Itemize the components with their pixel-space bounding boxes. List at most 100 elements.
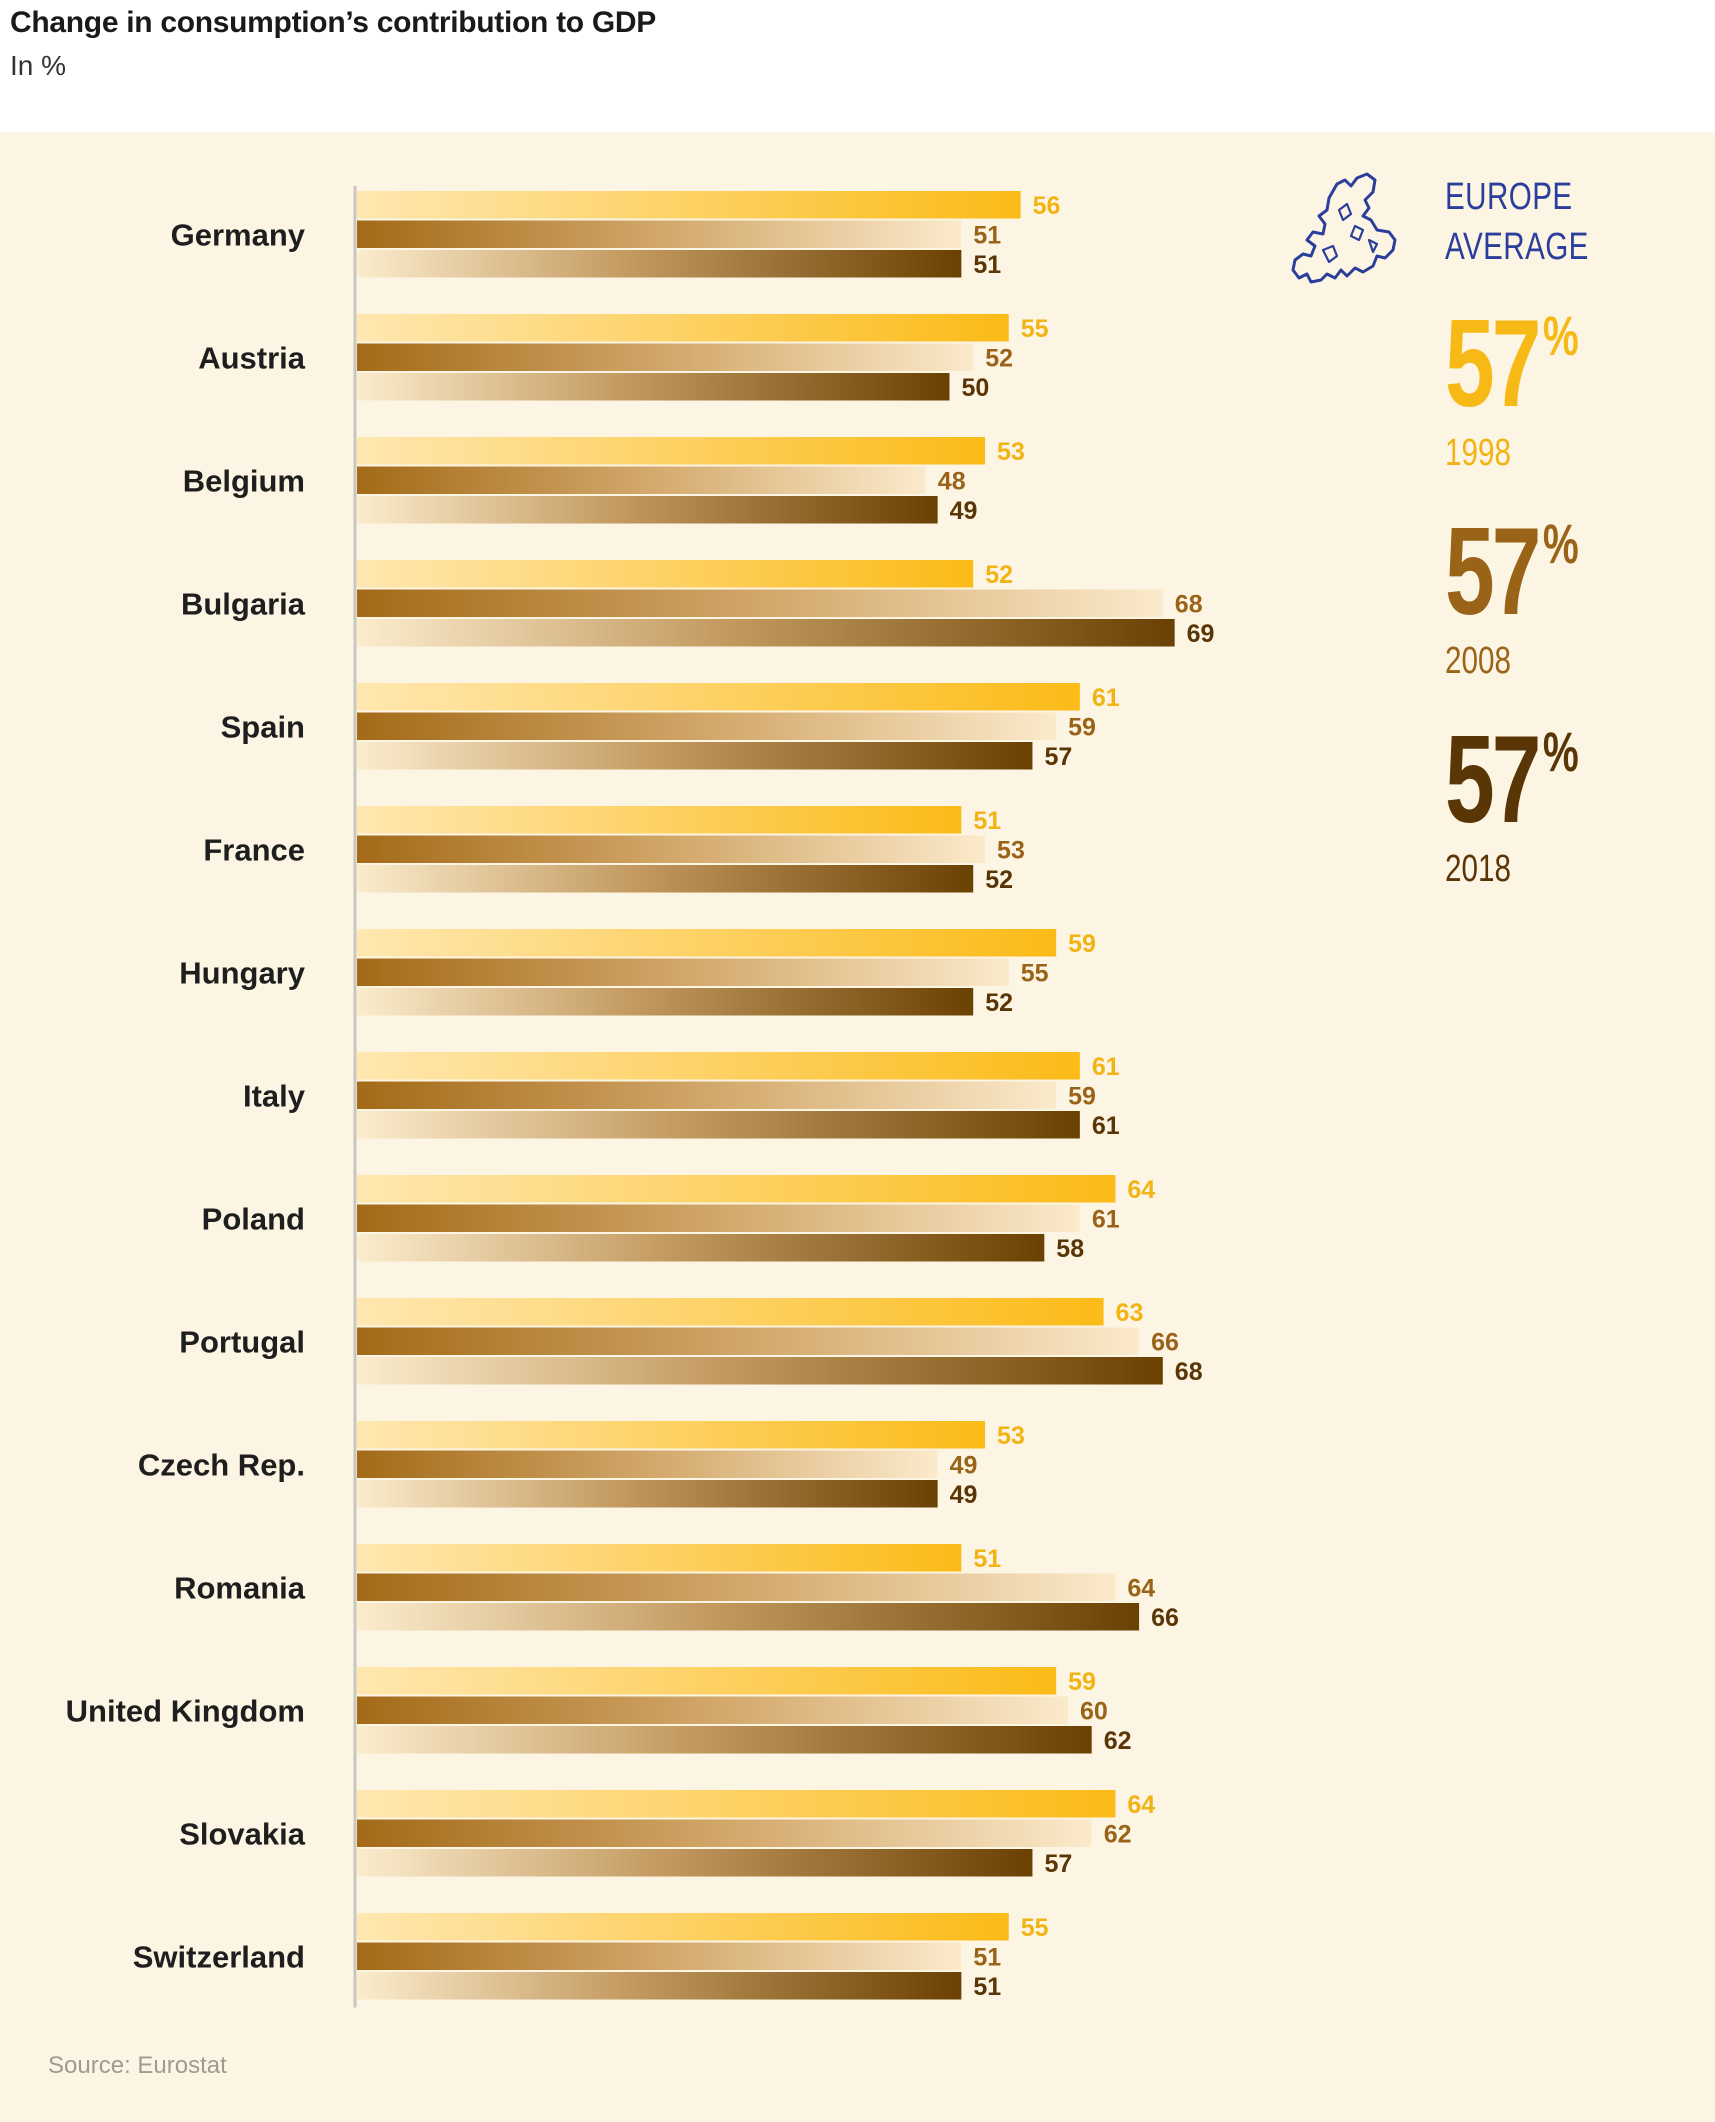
bar-1998	[357, 1052, 1080, 1080]
category-label: Spain	[221, 709, 305, 744]
data-label-2018: 68	[1175, 1358, 1203, 1386]
bar-1998	[357, 806, 962, 834]
category-label: Slovakia	[179, 1816, 306, 1851]
average-1998-year: 1998	[1445, 432, 1511, 474]
bar-2018	[357, 619, 1175, 647]
bar-1998	[357, 1298, 1104, 1326]
data-label-2008: 59	[1068, 713, 1096, 741]
bar-1998	[357, 1913, 1009, 1941]
data-label-2008: 51	[973, 1943, 1001, 1971]
bar-1998	[357, 929, 1057, 957]
data-label-1998: 55	[1021, 1914, 1049, 1942]
category-label: Germany	[171, 217, 306, 252]
data-label-2008: 68	[1175, 590, 1203, 618]
data-label-2008: 52	[985, 344, 1013, 372]
bar-1998	[357, 1175, 1116, 1203]
bar-2008	[357, 712, 1057, 740]
data-label-2008: 60	[1080, 1697, 1108, 1725]
data-label-1998: 51	[973, 1545, 1001, 1573]
bar-2008	[357, 466, 926, 494]
data-label-2018: 49	[950, 1481, 978, 1509]
bar-2018	[357, 1357, 1163, 1385]
bar-1998	[357, 1544, 962, 1572]
bar-2018	[357, 1234, 1045, 1262]
average-2008-year: 2008	[1445, 640, 1511, 682]
average-1998-value: 57%	[1445, 295, 1579, 433]
bar-2018	[357, 1726, 1092, 1754]
data-label-2008: 49	[950, 1451, 978, 1479]
data-label-2018: 49	[950, 497, 978, 525]
bar-1998	[357, 1421, 986, 1449]
category-label: Belgium	[183, 463, 305, 498]
bar-2018	[357, 1480, 938, 1508]
bar-2018	[357, 250, 962, 278]
source-note: Source: Eurostat	[48, 2052, 227, 2079]
data-label-2018: 62	[1104, 1727, 1132, 1755]
category-label: France	[203, 832, 305, 867]
data-label-2008: 64	[1127, 1574, 1155, 1602]
chart-subtitle: In %	[10, 50, 67, 81]
bar-2008	[357, 1942, 962, 1970]
legend-title-line1: EUROPE	[1445, 176, 1573, 218]
bar-2008	[357, 1450, 938, 1478]
bar-2018	[357, 988, 974, 1016]
data-label-2008: 61	[1092, 1205, 1120, 1233]
data-label-2008: 51	[973, 221, 1001, 249]
bar-2008	[357, 835, 986, 863]
data-label-2018: 52	[985, 989, 1013, 1017]
data-label-1998: 53	[997, 1422, 1025, 1450]
data-label-2018: 66	[1151, 1604, 1179, 1632]
data-label-2018: 61	[1092, 1112, 1120, 1140]
data-label-2008: 53	[997, 836, 1025, 864]
bar-2008	[357, 1573, 1116, 1601]
category-label: Bulgaria	[181, 586, 306, 621]
data-label-2008: 55	[1021, 959, 1049, 987]
category-label: Hungary	[179, 955, 306, 990]
data-label-1998: 56	[1033, 192, 1061, 220]
bar-2018	[357, 865, 974, 893]
data-label-2018: 51	[973, 1973, 1001, 2001]
bar-2008	[357, 958, 1009, 986]
bar-2008	[357, 343, 974, 371]
bar-1998	[357, 191, 1021, 219]
data-label-1998: 59	[1068, 1668, 1096, 1696]
bar-2008	[357, 1081, 1057, 1109]
data-label-2018: 58	[1056, 1235, 1084, 1263]
chart-title: Change in consumption’s contribution to …	[10, 6, 656, 39]
average-2018-year: 2018	[1445, 848, 1511, 890]
bar-1998	[357, 437, 986, 465]
data-label-1998: 59	[1068, 930, 1096, 958]
bar-2008	[357, 1204, 1080, 1232]
bar-2008	[357, 1819, 1092, 1847]
average-2018-value: 57%	[1445, 711, 1579, 849]
category-label: Portugal	[179, 1324, 305, 1359]
europe-average-legend: EUROPE AVERAGE 57% 1998 57% 2008 57% 201…	[1285, 170, 1705, 930]
data-label-1998: 51	[973, 807, 1001, 835]
category-label: Czech Rep.	[138, 1447, 305, 1482]
data-label-1998: 61	[1092, 1053, 1120, 1081]
data-label-2018: 69	[1187, 620, 1215, 648]
bar-1998	[357, 1667, 1057, 1695]
bar-2018	[357, 1603, 1140, 1631]
bar-2018	[357, 742, 1033, 770]
data-label-1998: 55	[1021, 315, 1049, 343]
category-label: Austria	[198, 340, 306, 375]
bar-2008	[357, 220, 962, 248]
data-label-2008: 66	[1151, 1328, 1179, 1356]
data-label-2018: 51	[973, 251, 1001, 279]
category-label: Poland	[202, 1201, 305, 1236]
data-label-1998: 53	[997, 438, 1025, 466]
europe-map-icon	[1291, 172, 1397, 284]
bar-1998	[357, 560, 974, 588]
data-label-2018: 57	[1044, 743, 1072, 771]
bar-2008	[357, 1696, 1068, 1724]
legend-title-line2: AVERAGE	[1445, 226, 1589, 268]
bar-2018	[357, 1972, 962, 2000]
bar-2018	[357, 1849, 1033, 1877]
bar-1998	[357, 683, 1080, 711]
data-label-2008: 62	[1104, 1820, 1132, 1848]
category-label: Switzerland	[133, 1939, 305, 1974]
bar-2008	[357, 1327, 1140, 1355]
data-label-2008: 59	[1068, 1082, 1096, 1110]
